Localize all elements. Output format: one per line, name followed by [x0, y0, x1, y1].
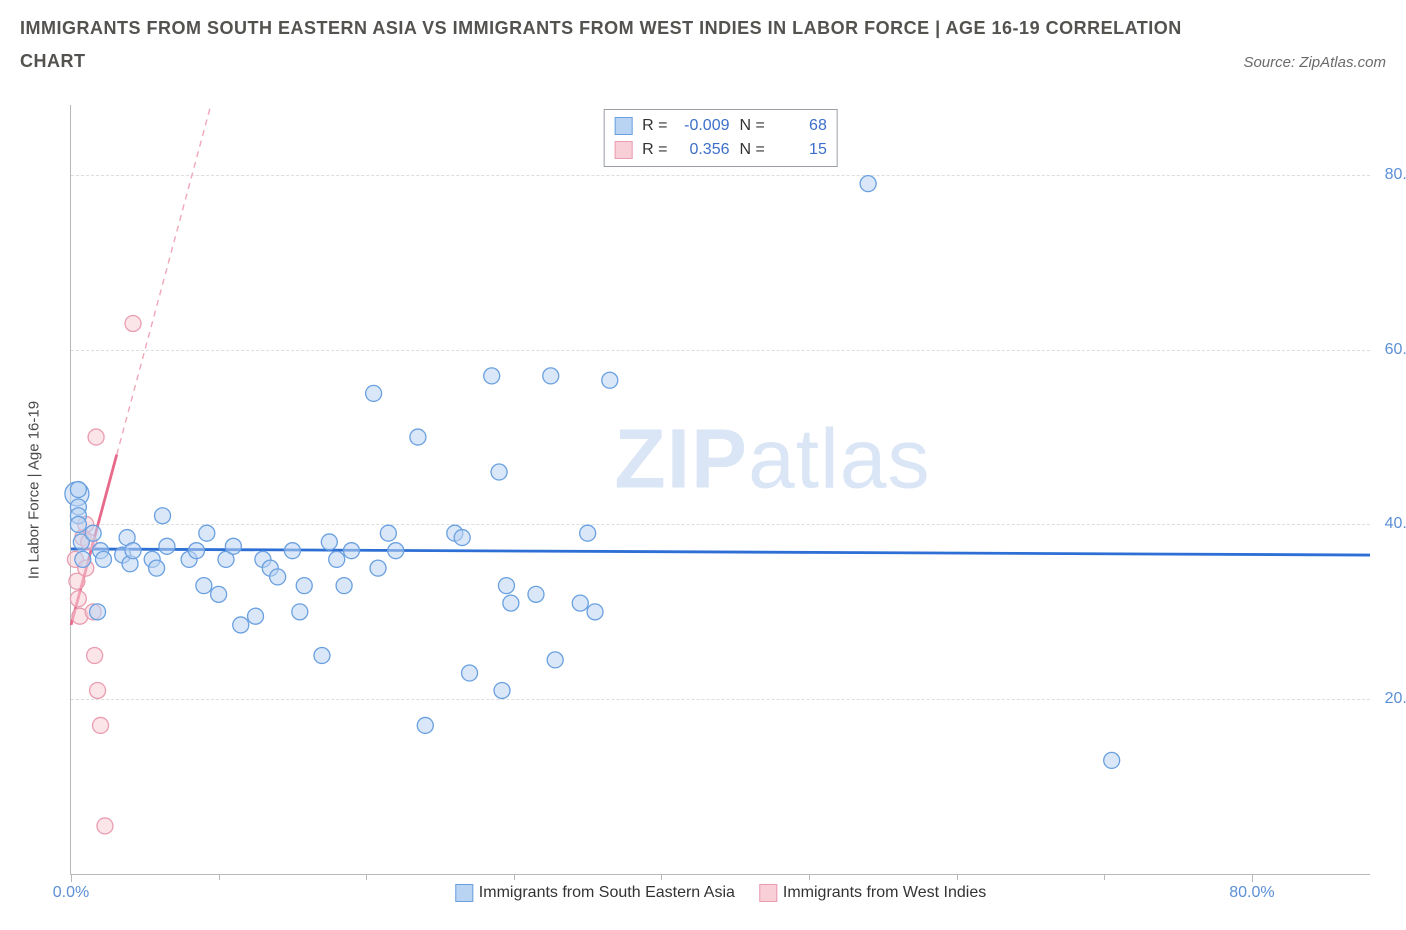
x-tick	[957, 874, 958, 880]
x-tick	[366, 874, 367, 880]
legend-label-pink: Immigrants from West Indies	[783, 884, 986, 902]
subtitle-row: CHART Source: ZipAtlas.com	[0, 39, 1406, 72]
x-tick	[514, 874, 515, 880]
swatch-blue-2	[455, 884, 473, 902]
n-value-pink: 15	[771, 138, 827, 162]
r-value-pink: 0.356	[674, 138, 730, 162]
legend-row-blue: R = -0.009 N = 68	[614, 114, 827, 138]
x-tick	[219, 874, 220, 880]
source-credit: Source: ZipAtlas.com	[1243, 54, 1386, 71]
x-tick	[809, 874, 810, 880]
r-value-blue: -0.009	[674, 114, 730, 138]
swatch-pink	[614, 141, 632, 159]
legend-item-pink: Immigrants from West Indies	[759, 884, 986, 902]
legend-row-pink: R = 0.356 N = 15	[614, 138, 827, 162]
n-value-blue: 68	[771, 114, 827, 138]
legend-item-blue: Immigrants from South Eastern Asia	[455, 884, 735, 902]
legend-label-blue: Immigrants from South Eastern Asia	[479, 884, 735, 902]
y-tick-label: 60.0%	[1375, 341, 1406, 359]
y-axis-label: In Labor Force | Age 16-19	[26, 401, 43, 579]
plot-svg	[71, 105, 1370, 874]
chart-title: IMMIGRANTS FROM SOUTH EASTERN ASIA VS IM…	[0, 0, 1406, 39]
x-tick-major	[71, 874, 72, 882]
legend-series: Immigrants from South Eastern Asia Immig…	[455, 884, 986, 902]
y-tick-label: 20.0%	[1375, 690, 1406, 708]
x-tick-major	[1252, 874, 1253, 882]
n-label: N =	[740, 114, 765, 138]
x-tick-label: 80.0%	[1229, 884, 1274, 902]
chart-subtitle: CHART	[20, 51, 86, 72]
x-tick-label: 0.0%	[53, 884, 89, 902]
y-tick-label: 80.0%	[1375, 166, 1406, 184]
swatch-pink-2	[759, 884, 777, 902]
swatch-blue	[614, 117, 632, 135]
r-label: R =	[642, 114, 667, 138]
x-tick	[661, 874, 662, 880]
x-tick	[1104, 874, 1105, 880]
legend-correlation: R = -0.009 N = 68 R = 0.356 N = 15	[603, 109, 838, 167]
r-label-2: R =	[642, 138, 667, 162]
n-label-2: N =	[740, 138, 765, 162]
plot-area: R = -0.009 N = 68 R = 0.356 N = 15 ZIPat…	[70, 105, 1370, 875]
plot-wrap: In Labor Force | Age 16-19 R = -0.009 N …	[42, 105, 1382, 875]
y-tick-label: 40.0%	[1375, 515, 1406, 533]
